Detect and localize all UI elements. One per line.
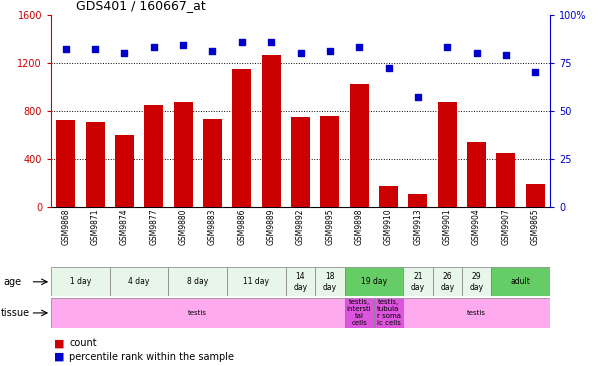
- Bar: [496, 153, 516, 207]
- Text: 8 day: 8 day: [187, 277, 209, 286]
- Bar: [291, 117, 310, 207]
- Point: [208, 48, 218, 54]
- Text: 14
day: 14 day: [293, 272, 308, 292]
- FancyBboxPatch shape: [286, 267, 315, 296]
- FancyBboxPatch shape: [110, 267, 168, 296]
- Text: 21
day: 21 day: [411, 272, 425, 292]
- Point: [296, 50, 305, 56]
- Bar: [350, 84, 369, 207]
- Point: [442, 44, 452, 50]
- Point: [266, 38, 276, 44]
- FancyBboxPatch shape: [374, 298, 403, 328]
- Text: 11 day: 11 day: [243, 277, 269, 286]
- FancyBboxPatch shape: [344, 267, 403, 296]
- Text: 18
day: 18 day: [323, 272, 337, 292]
- FancyBboxPatch shape: [315, 267, 344, 296]
- Text: GDS401 / 160667_at: GDS401 / 160667_at: [76, 0, 206, 12]
- FancyBboxPatch shape: [433, 267, 462, 296]
- FancyBboxPatch shape: [403, 267, 433, 296]
- Point: [383, 66, 393, 71]
- Bar: [467, 142, 486, 207]
- Point: [531, 69, 540, 75]
- Bar: [261, 56, 281, 207]
- Point: [413, 94, 423, 100]
- Bar: [526, 184, 545, 207]
- Bar: [320, 116, 340, 207]
- Text: testis: testis: [188, 310, 207, 316]
- Text: testis,
tubula
r soma
ic cells: testis, tubula r soma ic cells: [377, 299, 400, 326]
- Text: ■: ■: [54, 352, 64, 362]
- FancyBboxPatch shape: [403, 298, 550, 328]
- Point: [120, 50, 129, 56]
- Point: [149, 44, 159, 50]
- Text: 4 day: 4 day: [129, 277, 150, 286]
- Text: testis,
intersti
tal
cells: testis, intersti tal cells: [347, 299, 371, 326]
- Point: [501, 52, 511, 58]
- Point: [355, 44, 364, 50]
- Bar: [379, 186, 398, 207]
- Point: [90, 46, 100, 52]
- Point: [178, 42, 188, 48]
- Bar: [144, 105, 163, 207]
- Text: 29
day: 29 day: [469, 272, 484, 292]
- FancyBboxPatch shape: [462, 267, 491, 296]
- Point: [61, 46, 70, 52]
- Text: adult: adult: [511, 277, 531, 286]
- Point: [472, 50, 481, 56]
- Bar: [85, 122, 105, 207]
- Text: age: age: [3, 277, 21, 287]
- Bar: [232, 69, 251, 207]
- Text: ■: ■: [54, 338, 64, 348]
- FancyBboxPatch shape: [491, 267, 550, 296]
- Bar: [56, 120, 75, 207]
- Text: count: count: [69, 338, 97, 348]
- FancyBboxPatch shape: [227, 267, 286, 296]
- Bar: [203, 119, 222, 207]
- FancyBboxPatch shape: [344, 298, 374, 328]
- FancyBboxPatch shape: [51, 267, 110, 296]
- Text: 1 day: 1 day: [70, 277, 91, 286]
- Point: [237, 38, 246, 44]
- Bar: [174, 102, 193, 207]
- FancyBboxPatch shape: [168, 267, 227, 296]
- FancyBboxPatch shape: [51, 298, 344, 328]
- Text: percentile rank within the sample: percentile rank within the sample: [69, 352, 234, 362]
- Text: tissue: tissue: [1, 308, 29, 318]
- Point: [325, 48, 335, 54]
- Text: testis: testis: [467, 310, 486, 316]
- Bar: [408, 194, 427, 207]
- Text: 19 day: 19 day: [361, 277, 387, 286]
- Bar: [115, 135, 134, 207]
- Bar: [438, 102, 457, 207]
- Text: 26
day: 26 day: [440, 272, 454, 292]
